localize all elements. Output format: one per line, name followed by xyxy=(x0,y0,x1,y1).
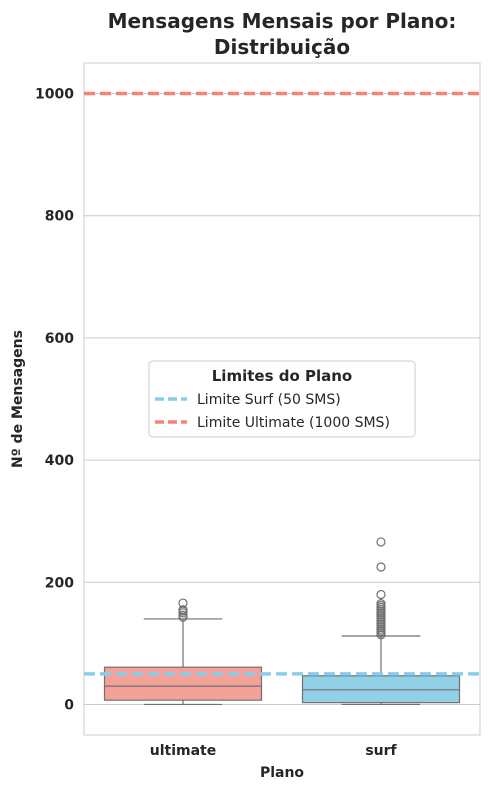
legend-label-surf: Limite Surf (50 SMS) xyxy=(197,392,341,408)
y-tick-label-600: 600 xyxy=(45,331,74,347)
x-tick-label-surf: surf xyxy=(365,743,397,759)
box-iqr-surf xyxy=(301,675,461,704)
box-surf xyxy=(301,537,461,706)
y-tick-label-400: 400 xyxy=(45,453,74,469)
legend-frame xyxy=(148,360,416,438)
outlier-surf-20 xyxy=(376,537,386,547)
x-axis-label: Plano xyxy=(260,765,304,781)
y-axis-label: Nº de Mensagens xyxy=(10,330,26,468)
chart-title-line-1: Mensagens Mensais por Plano: xyxy=(108,9,457,33)
y-tick-label-800: 800 xyxy=(45,209,74,225)
x-tick-label-ultimate: ultimate xyxy=(150,743,216,759)
outlier-surf-19 xyxy=(376,562,386,572)
outlier-ultimate-4 xyxy=(178,605,188,615)
legend-label-ultimate: Limite Ultimate (1000 SMS) xyxy=(197,415,390,431)
outlier-surf-18 xyxy=(376,589,386,600)
outlier-ultimate-5 xyxy=(178,598,188,608)
y-tick-label-200: 200 xyxy=(45,575,74,591)
reference-lines xyxy=(84,91,480,676)
outlier-ultimate-1 xyxy=(178,610,188,620)
y-tick-labels: 0 200 400 600 800 1000 xyxy=(35,87,74,714)
x-tick-labels: ultimate surf xyxy=(150,743,398,759)
chart-title-line-2: Distribuição xyxy=(214,35,350,59)
outlier-surf-17 xyxy=(376,599,386,609)
y-tick-label-0: 0 xyxy=(64,697,74,713)
y-tick-label-1000: 1000 xyxy=(35,87,74,103)
legend-title: Limites do Plano xyxy=(212,367,352,385)
box-iqr-ultimate xyxy=(103,666,263,701)
legend: Limites do Plano Limite Surf (50 SMS) Li… xyxy=(148,360,416,438)
